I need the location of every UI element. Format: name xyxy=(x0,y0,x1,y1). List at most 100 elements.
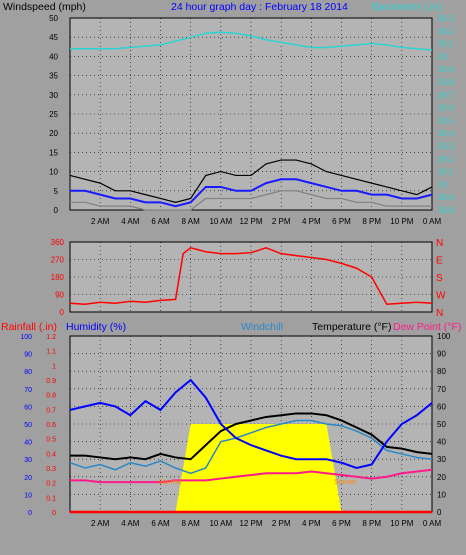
compass-label: W xyxy=(436,291,446,302)
wind-low-line xyxy=(70,190,432,211)
x-tick-label: 12 PM xyxy=(239,217,262,226)
humidity-tick-label: 90 xyxy=(24,352,32,359)
x-tick-label: 6 AM xyxy=(151,519,170,528)
windchill-legend: Windchill xyxy=(241,321,283,333)
humidity-tick-label: 30 xyxy=(24,457,32,464)
temperature-tick-label: 100 xyxy=(437,332,451,341)
x-tick-label: 8 PM xyxy=(362,519,381,528)
wind-tick-label: 40 xyxy=(49,52,58,61)
compass-label: N xyxy=(436,238,443,249)
wind-tick-label: 25 xyxy=(49,110,58,119)
x-tick-label: 10 AM xyxy=(209,519,232,528)
rain-tick-label: 0.4 xyxy=(46,451,56,458)
baro-tick-label: 29.6 xyxy=(438,104,454,113)
temperature-panel: 0 0.1 0.2 0.3 0.4 0.5 0.6 0.7 0.8 0.9 1 1.1 1.2 0 10 2… xyxy=(20,332,451,528)
humidity-tick-label: 10 xyxy=(24,492,32,499)
wind-title: Windspeed (mph) xyxy=(3,1,86,13)
baro-tick-label: 29 xyxy=(438,180,447,189)
rain-tick-label: 1 xyxy=(52,363,56,370)
wind-tick-label: 50 xyxy=(49,14,58,23)
temperature-tick-label: 30 xyxy=(437,455,446,464)
x-tick-label: 2 AM xyxy=(91,519,110,528)
baro-tick-label: 30.1 xyxy=(438,40,454,49)
direction-tick-label: 180 xyxy=(51,273,65,282)
humidity-tick-label: 50 xyxy=(24,422,32,429)
x-tick-label: 10 PM xyxy=(390,519,413,528)
baro-tick-label: 30 xyxy=(438,52,447,61)
direction-grid xyxy=(70,242,432,312)
wind-tick-label: 35 xyxy=(49,72,58,81)
temperature-tick-label: 80 xyxy=(437,367,446,376)
x-tick-label: 2 PM xyxy=(272,519,291,528)
wind-tick-label: 15 xyxy=(49,148,58,157)
x-tick-label: 4 AM xyxy=(121,519,140,528)
barometer-line xyxy=(70,31,433,51)
humidity-line xyxy=(69,378,433,470)
wind-x-labels: 2 AM 4 AM 6 AM 8 AM 10 AM 12 PM 2 PM 4 PM 6 PM 8 … xyxy=(91,217,441,226)
wind-tick-label: 10 xyxy=(49,168,58,177)
humidity-tick-label: 60 xyxy=(24,404,32,411)
humidity-tick-label: 20 xyxy=(24,475,32,482)
baro-tick-label: 30.3 xyxy=(438,14,454,23)
solar-area xyxy=(70,424,432,512)
direction-tick-label: 270 xyxy=(51,256,65,265)
rain-tick-label: 0.6 xyxy=(46,422,56,429)
temperature-tick-label: 40 xyxy=(437,438,446,447)
rain-tick-label: 0 xyxy=(52,510,56,517)
x-tick-label: 8 AM xyxy=(182,217,201,226)
compass-label: E xyxy=(436,256,443,267)
temperature-tick-label: 0 xyxy=(437,508,442,517)
baro-tick-label: 29.4 xyxy=(438,129,454,138)
baro-tick-label: 29.8 xyxy=(438,78,454,87)
rain-tick-label: 1.1 xyxy=(46,349,56,356)
humidity-tick-label: 40 xyxy=(24,440,32,447)
humidity-tick-label: 80 xyxy=(24,369,32,376)
rain-tick-label: 1.2 xyxy=(46,334,56,341)
wind-tick-label: 0 xyxy=(54,206,59,215)
x-tick-label: 8 AM xyxy=(182,519,201,528)
rain-axis-title: Rainfall (.in) xyxy=(1,321,57,333)
humidity-tick-label: 0 xyxy=(28,510,32,517)
wind-tick-label: 30 xyxy=(49,91,58,100)
temperature-x-labels: 2 AM 4 AM 6 AM 8 AM 10 AM 12 PM 2 PM 4 PM 6 PM 8 … xyxy=(91,519,441,528)
rain-axis-labels: 0 0.1 0.2 0.3 0.4 0.5 0.6 0.7 0.8 0.9 1 1.1 1.2 xyxy=(46,334,56,517)
x-tick-label: 6 AM xyxy=(151,217,170,226)
rain-tick-label: 0.9 xyxy=(46,378,56,385)
temperature-axis-labels: 0 10 20 30 40 50 60 70 80 90 100 xyxy=(437,332,451,517)
x-tick-label: 4 AM xyxy=(121,217,140,226)
wind-average-line xyxy=(70,178,433,208)
windchill-line xyxy=(69,419,433,475)
direction-series xyxy=(69,247,433,306)
baro-axis-labels: 28.8 28.9 29 29.1 29.2 29.3 29.4 29.5 29.6 29.7 29… xyxy=(438,14,454,215)
x-tick-label: 10 AM xyxy=(209,217,232,226)
x-tick-label: 0 AM xyxy=(423,519,442,528)
compass-label: N xyxy=(436,308,443,319)
x-tick-label: 12 PM xyxy=(239,519,262,528)
humidity-tick-label: 70 xyxy=(24,387,32,394)
baro-tick-label: 30.2 xyxy=(438,27,454,36)
rain-tick-label: 0.3 xyxy=(46,466,56,473)
humidity-axis-labels: 0 10 20 30 40 50 60 70 80 90 100 xyxy=(20,334,32,517)
temperature-line xyxy=(70,412,433,461)
temperature-tick-label: 70 xyxy=(437,385,446,394)
x-tick-label: 4 PM xyxy=(302,217,321,226)
wind-series xyxy=(69,31,433,211)
x-tick-label: 6 PM xyxy=(332,519,351,528)
x-tick-label: 0 AM xyxy=(423,217,442,226)
temperature-tick-label: 90 xyxy=(437,350,446,359)
baro-tick-label: 29.1 xyxy=(438,168,454,177)
humidity-axis-title: Humidity (%) xyxy=(66,321,126,333)
temperature-tick-label: 60 xyxy=(437,402,446,411)
temperature-tick-label: 50 xyxy=(437,420,446,429)
x-tick-label: 6 PM xyxy=(332,217,351,226)
rain-tick-label: 0.5 xyxy=(46,437,56,444)
baro-tick-label: 29.5 xyxy=(438,116,454,125)
sunrise-label: Sunrise xyxy=(158,479,182,486)
baro-tick-label: 29.9 xyxy=(438,65,454,74)
dewpoint-legend: Dew Point (°F) xyxy=(393,321,461,333)
rain-tick-label: 0.2 xyxy=(46,481,56,488)
baro-tick-label: 29.2 xyxy=(438,155,454,164)
